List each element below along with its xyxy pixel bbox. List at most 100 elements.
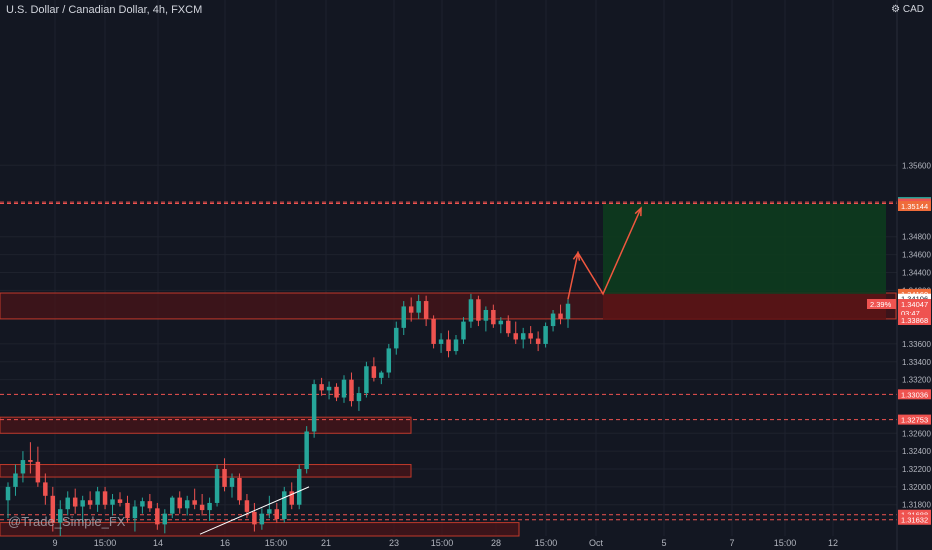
price-label-text: 1.35144 [901, 202, 928, 211]
candle-body [125, 502, 130, 519]
candle-body [349, 379, 354, 402]
candle-body [535, 338, 541, 344]
price-label-box [898, 293, 931, 304]
candle-body [229, 477, 235, 487]
candle-body [35, 461, 41, 483]
author-watermark: @Trade_Simple_FX [8, 514, 126, 529]
candle-body [498, 320, 504, 325]
candle-body [244, 500, 250, 512]
time-tick-label: 15:00 [774, 538, 797, 548]
candle-body [364, 366, 369, 394]
candle-body [80, 500, 85, 507]
candle-body [65, 497, 70, 510]
candle-body [282, 491, 287, 520]
candle-body [356, 393, 362, 402]
candle-body [304, 431, 309, 469]
price-tick-label: 1.34800 [902, 233, 931, 242]
price-tick-label: 1.32000 [902, 483, 931, 492]
price-tick-label: 1.35600 [902, 161, 931, 170]
candle-body [147, 501, 153, 509]
candle-body [237, 477, 242, 501]
candle-body [379, 372, 384, 378]
price-label-text: 1.33036 [901, 390, 928, 399]
candle-body [192, 500, 197, 505]
zone-mid-upper [0, 416, 412, 434]
candle-body [513, 333, 518, 340]
symbol-title[interactable]: U.S. Dollar / Canadian Dollar, 4h, FXCM [6, 4, 203, 16]
candle-body [140, 501, 145, 507]
time-tick-label: 28 [491, 538, 501, 548]
currency-label: CAD [902, 4, 924, 15]
time-tick-label: 9 [52, 538, 57, 548]
price-label-text: 1.33868 [901, 316, 928, 325]
candle-body [274, 509, 280, 520]
price-tick-label: 1.33600 [902, 340, 931, 349]
candle-body [177, 497, 182, 509]
price-tick-label: 1.32400 [902, 447, 931, 456]
trend-line [199, 486, 310, 535]
candle-body [483, 309, 489, 321]
candle-body [453, 339, 459, 352]
price-label-text: 1.32753 [901, 416, 928, 425]
candle-body [371, 366, 377, 378]
price-label-text: 03:47 [901, 309, 920, 318]
price-label-box [898, 314, 931, 325]
candle-body [401, 306, 406, 328]
candle-body [326, 386, 332, 391]
candle-body [558, 313, 563, 319]
zone-bottom [0, 522, 520, 537]
candle-body [20, 460, 26, 474]
price-label-box [898, 414, 931, 425]
candle-body [506, 320, 511, 334]
time-tick-label: 15:00 [535, 538, 558, 548]
candle-body [267, 509, 272, 514]
candle-body [222, 469, 227, 487]
time-tick-label: 5 [661, 538, 666, 548]
drawing-objects[interactable] [199, 206, 642, 535]
price-axis[interactable]: 1.356001.348001.346001.344001.342001.336… [867, 0, 932, 550]
price-tick-label: 1.33200 [902, 376, 931, 385]
candle-body [13, 473, 18, 487]
price-tick-label: 1.34400 [902, 268, 931, 277]
candle-body [394, 327, 399, 349]
candle-body [438, 339, 444, 344]
candle-body [5, 486, 11, 501]
currency-menu[interactable]: ⚙ CAD [891, 4, 924, 15]
candle-body [468, 299, 474, 322]
candle-body [334, 386, 339, 398]
time-axis[interactable]: 9 15:00 14 16 15:00 21 23 15:00 28 15:00 Oct 5 7 15:0… [52, 538, 838, 548]
candle-body [162, 513, 168, 525]
candle-body [520, 333, 526, 340]
time-tick-label: 16 [220, 538, 230, 548]
candle-body [155, 508, 160, 525]
price-tick-label: 1.32600 [902, 429, 931, 438]
candle-body [214, 469, 220, 503]
candle-body [72, 497, 78, 507]
price-label-text: 1.31632 [901, 516, 928, 525]
candle-body [550, 313, 556, 327]
price-label-text: 1.34047 [901, 300, 928, 309]
price-label-box [898, 299, 931, 310]
candle-body [207, 502, 212, 511]
candle-body [319, 384, 324, 391]
long-position-tool[interactable] [603, 203, 886, 320]
price-label-box [898, 514, 931, 525]
candle-body [296, 469, 302, 505]
candle-body [491, 309, 496, 325]
arrowhead [572, 250, 581, 261]
price-label-box [898, 389, 931, 400]
candle-body [476, 299, 481, 321]
candle-body [259, 513, 265, 525]
candle-body [416, 301, 421, 313]
time-tick-label: 12 [828, 538, 838, 548]
arrowhead [634, 206, 642, 217]
candle-body [543, 326, 548, 344]
price-tick-label: 1.31800 [902, 501, 931, 510]
currency-menu-icon: ⚙ [891, 4, 903, 15]
candle-body [58, 509, 63, 523]
candle-body [528, 333, 533, 339]
time-tick-label: 7 [729, 538, 734, 548]
candle-body [184, 500, 190, 509]
candle-body [110, 499, 115, 505]
